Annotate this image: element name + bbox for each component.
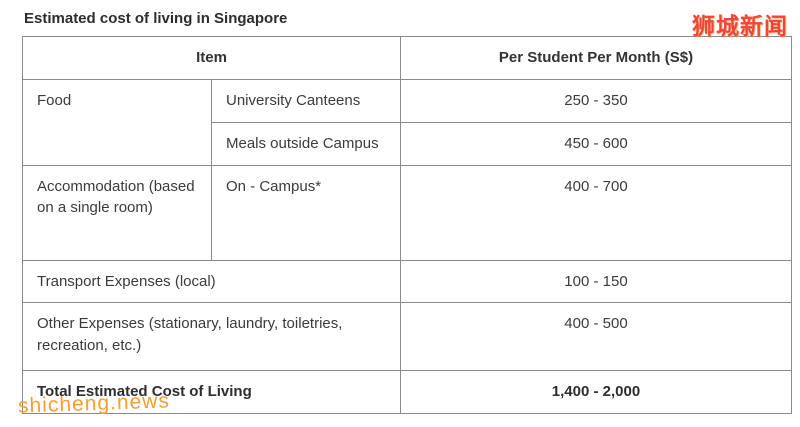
- table-row: Food University Canteens 250 - 350: [22, 78, 792, 166]
- site-logo-watermark: 狮城新闻: [692, 13, 788, 39]
- header-item: Item: [22, 36, 401, 80]
- cell-accommodation-val: 400 - 700: [400, 164, 792, 261]
- table-header-row: Item Per Student Per Month (S$): [22, 36, 792, 80]
- cell-transport-val: 100 - 150: [400, 259, 792, 304]
- header-per-student: Per Student Per Month (S$): [400, 36, 792, 80]
- cell-food-val2: 450 - 600: [400, 121, 792, 166]
- site-url-watermark: shicheng.news: [17, 389, 171, 418]
- cell-other-category: Other Expenses (stationary, laundry, toi…: [22, 302, 401, 372]
- cost-of-living-table: Item Per Student Per Month (S$) Food Uni…: [22, 36, 792, 414]
- cell-food-sub1: University Canteens: [211, 78, 401, 123]
- table-row: Meals outside Campus 450 - 600: [23, 121, 792, 166]
- page-title: Estimated cost of living in Singapore: [24, 10, 288, 27]
- cell-accommodation-category: Accommodation (based on a single room): [22, 164, 212, 261]
- cell-food-category: Food: [22, 78, 212, 166]
- cell-total-val: 1,400 - 2,000: [400, 370, 792, 414]
- cell-accommodation-sub: On - Campus*: [211, 164, 401, 261]
- table-row: Transport Expenses (local) 100 - 150: [22, 259, 792, 304]
- cell-food-sub2: Meals outside Campus: [211, 121, 401, 166]
- table-row: Other Expenses (stationary, laundry, toi…: [22, 302, 792, 372]
- cell-food-val1: 250 - 350: [400, 78, 792, 123]
- cell-transport-category: Transport Expenses (local): [22, 259, 401, 304]
- table-row: Accommodation (based on a single room) O…: [22, 164, 792, 261]
- cell-other-val: 400 - 500: [400, 302, 792, 372]
- table-total-row: Total Estimated Cost of Living 1,400 - 2…: [22, 370, 792, 414]
